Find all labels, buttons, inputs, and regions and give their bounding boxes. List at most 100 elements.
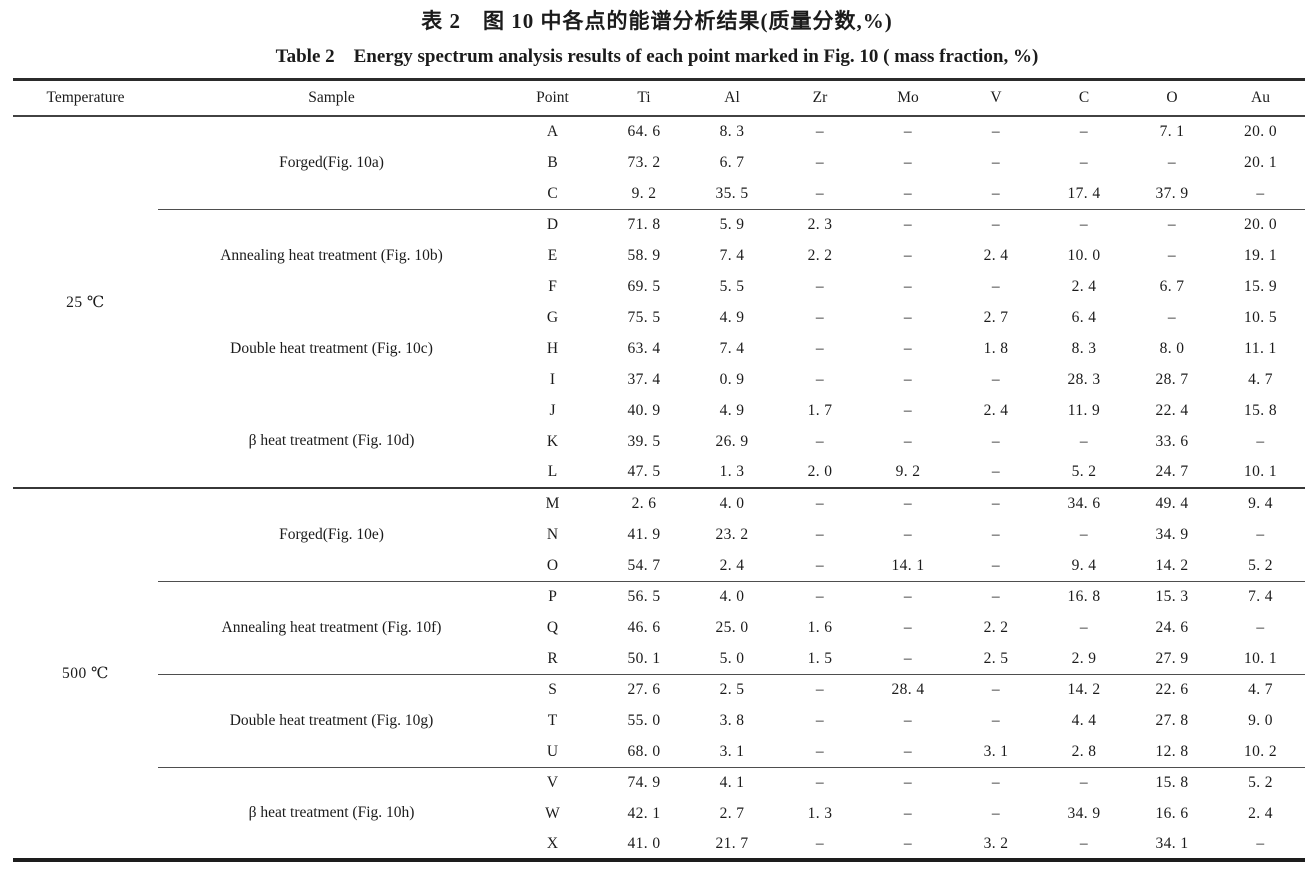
value-cell: – — [903, 123, 913, 141]
value-cell: 10. 1 — [1216, 457, 1305, 490]
header-row: Temperature Sample Point Ti Al Zr Mo V C O Au — [13, 79, 1305, 118]
value-cell: 4. 0 — [719, 495, 745, 513]
value-cell: 2. 0 — [776, 457, 864, 490]
table-row: R 50. 1 5. 0 1. 5–2. 5 2. 9 27. 9 10. 1 — [13, 643, 1305, 675]
value-cell: – — [991, 681, 1001, 699]
value-cell: – — [903, 804, 913, 822]
value-cell: – — [815, 308, 825, 326]
value-cell: 3. 1 — [688, 736, 776, 768]
value-cell: – — [991, 432, 1001, 450]
value-cell: – — [991, 123, 1001, 141]
table-row: β heat treatment (Fig. 10h) V 74. 9 4. 1 – – –… — [13, 767, 1305, 821]
value-cell: 34. 9 — [1155, 525, 1189, 543]
value-cell: – — [903, 618, 913, 636]
value-cell: 6. 7 — [1159, 277, 1185, 295]
value-cell: 33. 6 — [1155, 432, 1189, 450]
point-cell: X — [546, 834, 559, 852]
point-cell: Q — [546, 618, 559, 636]
value-cell: 73. 2 — [627, 153, 661, 171]
value-cell: – — [1079, 834, 1089, 852]
value-cell: 69. 5 — [627, 277, 661, 295]
value-cell: 47. 5 — [600, 457, 688, 490]
value-cell: 17. 4 — [1040, 178, 1128, 210]
value-cell: 2. 7 — [719, 804, 745, 822]
value-cell: – — [903, 246, 913, 264]
value-cell: – — [903, 774, 913, 792]
value-cell: 7. 4 — [719, 339, 745, 357]
value-cell: – — [991, 588, 1001, 606]
value-cell: – — [815, 588, 825, 606]
value-cell: – — [815, 432, 825, 450]
value-cell: 3. 8 — [719, 711, 745, 729]
sample-cell: Double heat treatment (Fig. 10g) — [158, 674, 505, 768]
value-cell: – — [815, 277, 825, 295]
value-cell: 2. 7 — [983, 308, 1009, 326]
temperature-cell: 500 ℃ — [62, 665, 109, 683]
value-cell: 9. 0 — [1248, 711, 1273, 729]
table-row: N 41. 9 23. 2 – – – – 34. 9 – — [13, 519, 1305, 550]
value-cell: 4. 9 — [719, 401, 745, 419]
value-cell: 1. 7 — [807, 401, 833, 419]
value-cell: 5. 9 — [719, 216, 745, 234]
value-cell: 16. 8 — [1067, 588, 1101, 606]
table-row: Double heat treatment (Fig. 10g) S 27. 6 2.… — [13, 674, 1305, 768]
value-cell: – — [1079, 432, 1089, 450]
value-cell: – — [1256, 834, 1265, 852]
sample-cell: Forged(Fig. 10e) — [158, 488, 505, 582]
value-cell: 10. 2 — [1216, 736, 1305, 768]
table-row: I 37. 4 0. 9 – – – 28. 3 28. 7 4. 7 — [13, 364, 1305, 395]
value-cell: 28. 3 — [1067, 370, 1101, 388]
column-header: Ti — [600, 79, 688, 118]
value-cell: 27. 8 — [1155, 711, 1189, 729]
value-cell: 64. 6 — [627, 123, 661, 141]
table-row: Double heat treatment (Fig. 10c) G 75. 5 4.… — [13, 302, 1305, 357]
point-cell: T — [547, 711, 558, 729]
value-cell: 2. 3 — [807, 216, 833, 234]
value-cell: 37. 4 — [627, 370, 661, 388]
table-row: C 9. 2 35. 5– – –17. 4 37. 9– — [13, 178, 1305, 210]
value-cell: – — [776, 550, 864, 582]
point-cell: R — [505, 643, 600, 675]
value-cell: 35. 5 — [688, 178, 776, 210]
value-cell: – — [1167, 246, 1177, 264]
value-cell: – — [903, 432, 913, 450]
value-cell: – — [864, 178, 952, 210]
value-cell: – — [991, 804, 1001, 822]
value-cell: 27. 9 — [1128, 643, 1216, 675]
value-cell: 8. 3 — [1071, 339, 1097, 357]
point-cell: G — [546, 308, 559, 326]
value-cell: 24. 6 — [1155, 618, 1189, 636]
value-cell: 5. 2 — [1248, 774, 1273, 792]
table-row: U 68. 0 3. 1– –3. 1 2. 8 12. 8 10. 2 — [13, 736, 1305, 768]
value-cell: 1. 3 — [807, 804, 833, 822]
value-cell: 2. 4 — [983, 401, 1009, 419]
value-cell: 28. 7 — [1155, 370, 1189, 388]
value-cell: 41. 9 — [627, 525, 661, 543]
value-cell: 24. 7 — [1128, 457, 1216, 490]
value-cell: 4. 7 — [1248, 681, 1273, 699]
value-cell: – — [776, 178, 864, 210]
sample-cell: Annealing heat treatment (Fig. 10f) — [158, 581, 505, 675]
value-cell: – — [1079, 153, 1089, 171]
table-row: Annealing heat treatment (Fig. 10f) P 56. … — [13, 581, 1305, 675]
value-cell: – — [991, 216, 1001, 234]
value-cell: 3. 2 — [983, 834, 1009, 852]
column-header: Temperature — [13, 79, 158, 118]
value-cell: 6. 4 — [1071, 308, 1097, 326]
point-cell: E — [547, 246, 558, 264]
value-cell: – — [815, 834, 825, 852]
value-cell: 16. 6 — [1155, 804, 1189, 822]
point-cell: U — [505, 736, 600, 768]
value-cell: 12. 8 — [1128, 736, 1216, 768]
value-cell: – — [864, 736, 952, 768]
value-cell: – — [903, 495, 913, 513]
value-cell: 2. 5 — [719, 681, 745, 699]
value-cell: 2. 6 — [631, 495, 657, 513]
table-title-english: Table 2 Energy spectrum analysis results… — [275, 46, 1039, 68]
value-cell: 20. 1 — [1244, 153, 1277, 171]
value-cell: 2. 2 — [983, 618, 1009, 636]
column-header: Mo — [864, 79, 952, 118]
table-row: 500 ℃ Forged(Fig. 10e) M 2. 6 4. 0 – – – 34. 6 49… — [13, 488, 1305, 682]
value-cell: 9. 4 — [1248, 495, 1273, 513]
